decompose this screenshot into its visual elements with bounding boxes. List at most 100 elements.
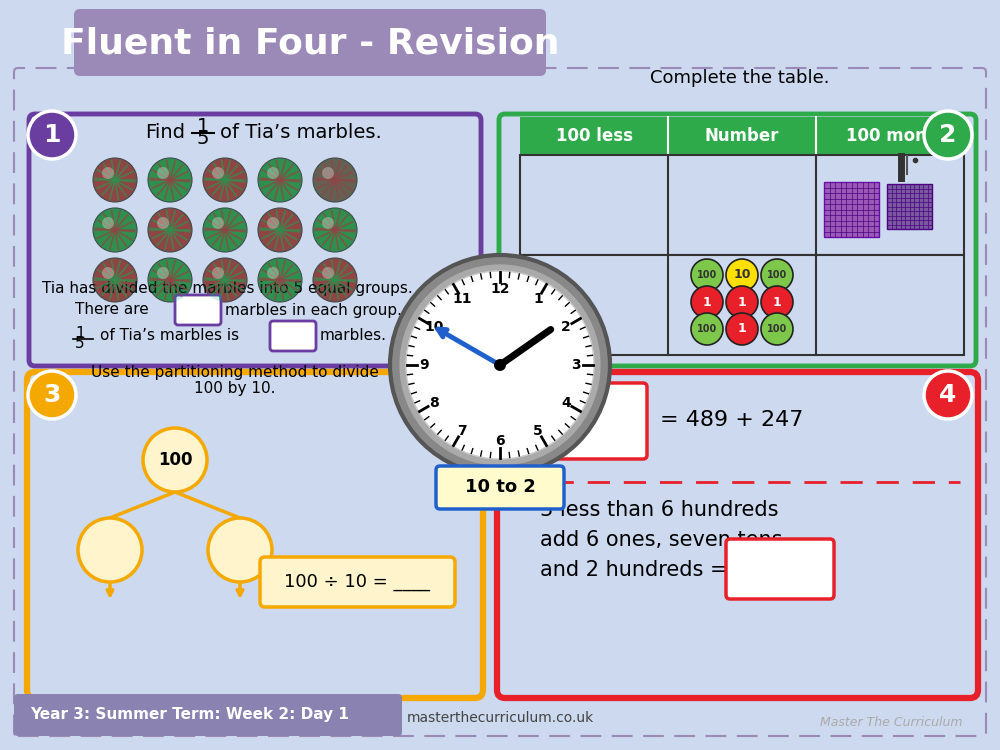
Text: 1: 1 [738,322,746,335]
Text: There are: There are [75,302,149,317]
Text: 1: 1 [197,118,209,136]
Circle shape [28,371,76,419]
Text: 100: 100 [767,270,787,280]
Circle shape [258,208,302,252]
Circle shape [203,208,247,252]
FancyBboxPatch shape [74,9,546,76]
Text: 5: 5 [197,130,209,149]
Text: 2: 2 [561,320,571,334]
Circle shape [761,259,793,291]
Text: Fluent in Four - Revision: Fluent in Four - Revision [61,26,559,60]
Circle shape [148,208,192,252]
FancyBboxPatch shape [520,155,964,255]
Text: 6: 6 [495,434,505,448]
Text: 1: 1 [703,296,711,308]
Circle shape [924,371,972,419]
Text: Tia has divided the marbles into 5 equal groups.: Tia has divided the marbles into 5 equal… [42,280,413,296]
Circle shape [322,267,334,279]
Text: 10: 10 [733,268,751,281]
Text: 1: 1 [43,123,61,147]
Circle shape [258,258,302,302]
Circle shape [726,313,758,345]
Circle shape [313,258,357,302]
Text: and 2 hundreds =: and 2 hundreds = [540,560,728,580]
Circle shape [148,208,192,252]
Circle shape [398,263,602,467]
Circle shape [157,167,169,179]
Text: 10 to 2: 10 to 2 [465,478,535,496]
Text: 5: 5 [75,337,85,352]
Circle shape [267,267,279,279]
Text: masterthecurriculum.co.uk: masterthecurriculum.co.uk [406,711,594,725]
Text: add 6 ones, seven tens: add 6 ones, seven tens [540,530,782,550]
Text: 100 by 10.: 100 by 10. [194,380,276,395]
FancyBboxPatch shape [520,255,964,355]
Circle shape [93,158,137,202]
Circle shape [390,255,610,475]
Circle shape [761,313,793,345]
Text: 100 ÷ 10 = ____: 100 ÷ 10 = ____ [284,573,430,591]
Circle shape [148,258,192,302]
Circle shape [267,217,279,229]
Text: 8: 8 [429,396,439,410]
Text: marbles in each group.: marbles in each group. [225,302,402,317]
Text: of Tia’s marbles.: of Tia’s marbles. [220,122,382,142]
Text: Year 3: Summer Term: Week 2: Day 1: Year 3: Summer Term: Week 2: Day 1 [30,707,349,722]
Circle shape [208,518,272,582]
FancyBboxPatch shape [499,114,976,366]
Circle shape [148,258,192,302]
Text: 100: 100 [697,270,717,280]
Circle shape [726,286,758,318]
FancyBboxPatch shape [260,557,455,607]
Circle shape [203,158,247,202]
Text: of Tia’s marbles is: of Tia’s marbles is [100,328,239,344]
Text: 4: 4 [939,383,957,407]
Circle shape [157,217,169,229]
Text: = 489 + 247: = 489 + 247 [660,410,803,430]
FancyBboxPatch shape [726,539,834,599]
Circle shape [78,518,142,582]
Circle shape [203,258,247,302]
Text: 7: 7 [457,424,467,438]
Circle shape [102,267,114,279]
FancyBboxPatch shape [497,372,978,698]
Circle shape [203,258,247,302]
Circle shape [691,286,723,318]
Text: Master The Curriculum: Master The Curriculum [820,716,962,728]
Circle shape [93,258,137,302]
Circle shape [28,111,76,159]
FancyBboxPatch shape [27,372,483,698]
Circle shape [726,259,758,291]
Text: 1: 1 [738,296,746,308]
Text: Number: Number [705,127,779,145]
Circle shape [93,158,137,202]
Text: 12: 12 [490,282,510,296]
Circle shape [313,158,357,202]
Text: 3: 3 [43,383,61,407]
Circle shape [93,258,137,302]
FancyBboxPatch shape [270,321,316,351]
Circle shape [258,158,302,202]
Circle shape [691,259,723,291]
Circle shape [924,111,972,159]
Text: 5: 5 [533,424,543,438]
FancyBboxPatch shape [175,295,221,325]
Circle shape [313,158,357,202]
Text: Use the partitioning method to divide: Use the partitioning method to divide [91,364,379,380]
Text: 2: 2 [939,123,957,147]
Circle shape [313,208,357,252]
Circle shape [148,158,192,202]
Text: Find: Find [145,122,185,142]
Circle shape [258,158,302,202]
Circle shape [494,359,506,371]
Circle shape [212,167,224,179]
Text: 100 less: 100 less [556,127,633,145]
Circle shape [102,217,114,229]
FancyBboxPatch shape [436,466,564,509]
Circle shape [322,167,334,179]
Text: 9: 9 [419,358,429,372]
Circle shape [761,286,793,318]
Circle shape [102,167,114,179]
Text: 4: 4 [561,396,571,410]
Circle shape [143,428,207,492]
